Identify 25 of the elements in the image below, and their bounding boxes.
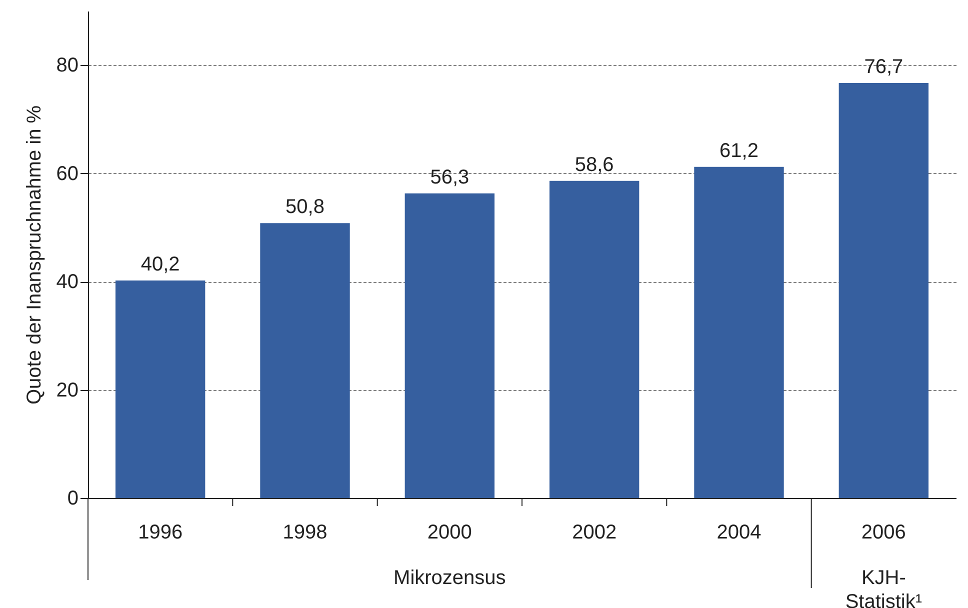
data-label: 56,3 — [430, 166, 470, 188]
bar — [838, 82, 929, 498]
bar — [260, 223, 350, 498]
y-tick-label: 40 — [56, 271, 78, 294]
data-label: 40,2 — [140, 253, 180, 276]
x-tick-label: 1998 — [282, 522, 328, 544]
y-tick-label: 0 — [67, 488, 78, 510]
data-label: 58,6 — [574, 154, 614, 176]
bar — [694, 166, 784, 498]
bar — [115, 280, 206, 498]
x-tick-label: 2004 — [716, 522, 762, 544]
text: Mikrozensus — [394, 567, 506, 589]
y-tick-label: 20 — [56, 379, 78, 402]
y-tick-label: 60 — [56, 162, 78, 185]
x-tick-label: 1996 — [138, 522, 183, 544]
data-label: 61,2 — [720, 140, 758, 162]
data-label: 50,8 — [286, 196, 324, 218]
x-tick-label: 2000 — [427, 522, 472, 544]
text: KJH-Statistik¹ — [845, 567, 922, 608]
y-tick-label: 80 — [56, 54, 78, 77]
x-tick-label: 2006 — [861, 522, 906, 544]
y-axis-title: Quote der Inanspruchnahme in % — [23, 105, 46, 405]
bar — [404, 193, 495, 498]
bar — [549, 180, 640, 498]
x-tick-label: 2002 — [572, 522, 617, 544]
